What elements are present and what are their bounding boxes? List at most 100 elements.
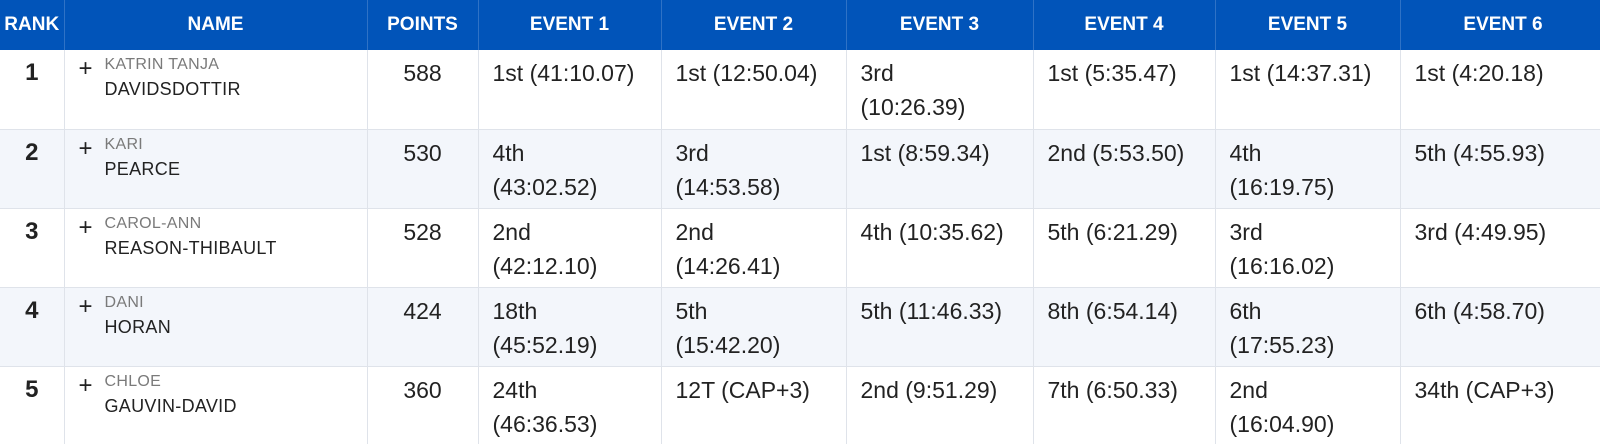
- points-cell: 528: [367, 208, 479, 288]
- event-result-text: (45:52.19): [492, 331, 598, 358]
- athlete-name[interactable]: KATRIN TANJA DAVIDSDOTTIR: [105, 54, 241, 102]
- event-4-result-cell: 5th (6:21.29): [1033, 208, 1216, 288]
- header-event-2[interactable]: EVENT 2: [661, 0, 847, 50]
- athlete-name[interactable]: CHLOE GAUVIN-DAVID: [105, 371, 237, 419]
- event-result-text: 1st (8:59.34): [860, 139, 990, 166]
- event-result-text: 34th (CAP+3): [1414, 376, 1555, 403]
- header-event-1[interactable]: EVENT 1: [478, 0, 662, 50]
- event-2-result-cell: 1st (12:50.04): [661, 50, 847, 130]
- header-name[interactable]: NAME: [64, 0, 368, 50]
- header-event-4[interactable]: EVENT 4: [1033, 0, 1216, 50]
- header-event-3[interactable]: EVENT 3: [846, 0, 1034, 50]
- event-4-result-cell: 1st (5:35.47): [1033, 50, 1216, 130]
- event-3-result-cell: 2nd (9:51.29): [846, 366, 1034, 444]
- event-result-text: (16:16.02): [1229, 252, 1335, 279]
- header-rank[interactable]: RANK: [0, 0, 65, 50]
- athlete-name[interactable]: DANI HORAN: [105, 292, 172, 340]
- event-3-result-cell: 1st (8:59.34): [846, 129, 1034, 209]
- athlete-name-wrap: + KARI PEARCE: [79, 134, 357, 206]
- event-2-result-cell: 2nd (14:26.41): [661, 208, 847, 288]
- event-result-text: 2nd (9:51.29): [860, 376, 998, 403]
- table-row[interactable]: 2 + KARI PEARCE 530 4th (43:02.52) 3rd (14:53.58…: [0, 129, 1600, 209]
- athlete-last-name: GAUVIN-DAVID: [104, 395, 237, 416]
- event-result-text: 4th: [1229, 139, 1262, 166]
- event-result-text: (15:42.20): [675, 331, 781, 358]
- header-event-6[interactable]: EVENT 6: [1400, 0, 1600, 50]
- event-3-result-cell: 3rd (10:26.39): [846, 50, 1034, 130]
- event-result-text: (46:36.53): [492, 410, 598, 437]
- event-result-text: (14:26.41): [675, 252, 781, 279]
- event-5-result-cell: 6th (17:55.23): [1215, 287, 1401, 367]
- table-row[interactable]: 3 + CAROL-ANN REASON-THIBAULT 528 2nd (42:12.1…: [0, 208, 1600, 288]
- event-result-text: 1st (12:50.04): [675, 60, 818, 86]
- event-2-result-cell: 5th (15:42.20): [661, 287, 847, 367]
- athlete-name[interactable]: KARI PEARCE: [105, 134, 181, 182]
- points-cell: 424: [367, 287, 479, 367]
- points-cell: 360: [367, 366, 479, 444]
- expand-plus-icon[interactable]: +: [78, 55, 93, 82]
- event-result-text: 5th (6:21.29): [1047, 218, 1178, 245]
- event-2-result-cell: 12T (CAP+3): [661, 366, 847, 444]
- event-result-text: (16:19.75): [1229, 173, 1335, 200]
- event-result-text: 6th: [1229, 297, 1262, 324]
- points-cell: 588: [367, 50, 479, 130]
- athlete-name-cell: + CHLOE GAUVIN-DAVID: [64, 366, 368, 444]
- event-result-text: (10:26.39): [860, 94, 966, 120]
- athlete-first-name: CHLOE: [104, 372, 162, 390]
- expand-plus-icon[interactable]: +: [78, 292, 93, 320]
- event-5-result-cell: 1st (14:37.31): [1215, 50, 1401, 130]
- event-result-text: (17:55.23): [1229, 331, 1335, 358]
- event-result-text: 3rd: [675, 139, 709, 166]
- athlete-last-name: PEARCE: [104, 158, 181, 179]
- expand-plus-icon[interactable]: +: [78, 371, 93, 399]
- event-6-result-cell: 5th (4:55.93): [1400, 129, 1600, 209]
- expand-plus-icon[interactable]: +: [78, 213, 93, 241]
- event-result-text: 4th: [492, 139, 525, 166]
- event-result-text: 12T (CAP+3): [675, 376, 810, 403]
- rank-cell: 5: [0, 366, 65, 444]
- event-1-result-cell: 2nd (42:12.10): [478, 208, 662, 288]
- table-row[interactable]: 1 + KATRIN TANJA DAVIDSDOTTIR 588 1st (41:10.…: [0, 50, 1600, 130]
- athlete-name-cell: + DANI HORAN: [64, 287, 368, 367]
- event-4-result-cell: 7th (6:50.33): [1033, 366, 1216, 444]
- event-3-result-cell: 5th (11:46.33): [846, 287, 1034, 367]
- event-4-result-cell: 2nd (5:53.50): [1033, 129, 1216, 209]
- event-result-text: 2nd: [1229, 376, 1268, 403]
- event-result-text: 3rd: [860, 60, 894, 86]
- event-result-text: 18th: [492, 297, 538, 324]
- athlete-last-name: REASON-THIBAULT: [104, 237, 277, 258]
- athlete-last-name: HORAN: [104, 316, 172, 337]
- table-row[interactable]: 4 + DANI HORAN 424 18th (45:52.19) 5th (15:42.20…: [0, 287, 1600, 367]
- rank-cell: 2: [0, 129, 65, 209]
- athlete-name[interactable]: CAROL-ANN REASON-THIBAULT: [105, 213, 277, 261]
- athlete-name-cell: + CAROL-ANN REASON-THIBAULT: [64, 208, 368, 288]
- athlete-name-wrap: + CHLOE GAUVIN-DAVID: [79, 371, 357, 443]
- event-result-text: 4th (10:35.62): [860, 218, 1004, 245]
- event-5-result-cell: 2nd (16:04.90): [1215, 366, 1401, 444]
- header-points[interactable]: POINTS: [367, 0, 479, 50]
- event-result-text: 24th: [492, 376, 538, 403]
- event-3-result-cell: 4th (10:35.62): [846, 208, 1034, 288]
- event-6-result-cell: 3rd (4:49.95): [1400, 208, 1600, 288]
- rank-cell: 4: [0, 287, 65, 367]
- athlete-first-name: KARI: [104, 135, 144, 153]
- event-result-text: 1st (41:10.07): [492, 60, 635, 86]
- athlete-last-name: DAVIDSDOTTIR: [104, 79, 241, 99]
- event-1-result-cell: 4th (43:02.52): [478, 129, 662, 209]
- event-result-text: 3rd (4:49.95): [1414, 218, 1547, 245]
- event-result-text: 3rd: [1229, 218, 1263, 245]
- header-event-5[interactable]: EVENT 5: [1215, 0, 1401, 50]
- event-1-result-cell: 1st (41:10.07): [478, 50, 662, 130]
- event-result-text: 7th (6:50.33): [1047, 376, 1178, 403]
- event-result-text: 5th (11:46.33): [860, 297, 1003, 324]
- table-row[interactable]: 5 + CHLOE GAUVIN-DAVID 360 24th (46:36.53) 12T …: [0, 366, 1600, 444]
- header-row: RANK NAME POINTS EVENT 1 EVENT 2 EVENT 3…: [0, 0, 1600, 50]
- event-result-text: 1st (5:35.47): [1047, 60, 1177, 86]
- event-result-text: (16:04.90): [1229, 410, 1335, 437]
- event-result-text: (14:53.58): [675, 173, 781, 200]
- event-2-result-cell: 3rd (14:53.58): [661, 129, 847, 209]
- expand-plus-icon[interactable]: +: [78, 134, 93, 162]
- rank-cell: 1: [0, 50, 65, 130]
